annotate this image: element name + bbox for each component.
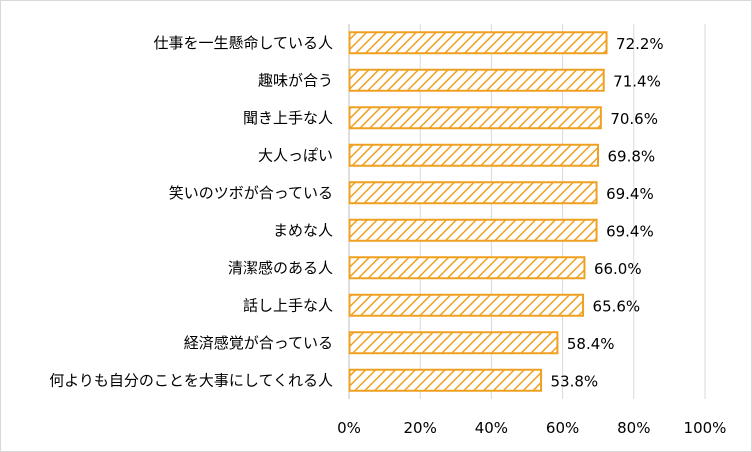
x-tick-labels: 0% 20% 40% 60% 80% 100% (337, 419, 726, 437)
category-label-4: 笑いのツボが合っている (169, 184, 333, 202)
value-label-7: 65.6% (593, 297, 641, 315)
category-label-6: 清潔感のある人 (228, 259, 333, 277)
value-label-6: 66.0% (594, 260, 642, 278)
value-label-1: 71.4% (613, 72, 661, 90)
category-label-3: 大人っぽい (258, 146, 333, 164)
x-tick-label-100: 100% (684, 419, 727, 437)
category-label-5: まめな人 (273, 221, 333, 239)
x-tick-label-40: 40% (475, 419, 508, 437)
bar-4 (348, 181, 598, 205)
category-label-9: 何よりも自分のことを大事にしてくれる人 (49, 371, 333, 389)
bar-9 (348, 368, 543, 392)
x-tick-label-80: 80% (617, 419, 650, 437)
value-label-3: 69.8% (607, 147, 655, 165)
value-label-9: 53.8% (551, 372, 599, 390)
bar-7 (348, 293, 585, 317)
bar-3 (348, 143, 599, 167)
bar-6 (348, 256, 586, 280)
bars (348, 31, 608, 392)
category-label-0: 仕事を一生懸命している人 (153, 34, 333, 52)
bar-0 (348, 31, 608, 55)
category-label-8: 経済感覚が合っている (184, 334, 333, 352)
bar-2 (348, 106, 602, 130)
category-label-7: 話し上手な人 (243, 296, 333, 314)
value-labels: 72.2% 71.4% 70.6% 69.8% 69.4% 69.4% 66.0% 65.6%… (551, 35, 664, 391)
category-label-1: 趣味が合う (258, 71, 333, 89)
value-label-5: 69.4% (606, 222, 654, 240)
bar-8 (348, 331, 559, 355)
value-label-4: 69.4% (606, 185, 654, 203)
x-tick-label-0: 0% (337, 419, 361, 437)
x-tick-label-20: 20% (404, 419, 437, 437)
x-tick-label-60: 60% (546, 419, 579, 437)
value-label-2: 70.6% (610, 110, 658, 128)
value-label-8: 58.4% (567, 335, 615, 353)
bar-1 (348, 68, 605, 92)
value-label-0: 72.2% (616, 35, 664, 53)
category-labels: 仕事を一生懸命している人趣味が合う聞き上手な人大人っぽい笑いのツボが合っているま… (49, 34, 333, 390)
category-label-2: 聞き上手な人 (243, 109, 333, 127)
bar-5 (348, 218, 598, 242)
